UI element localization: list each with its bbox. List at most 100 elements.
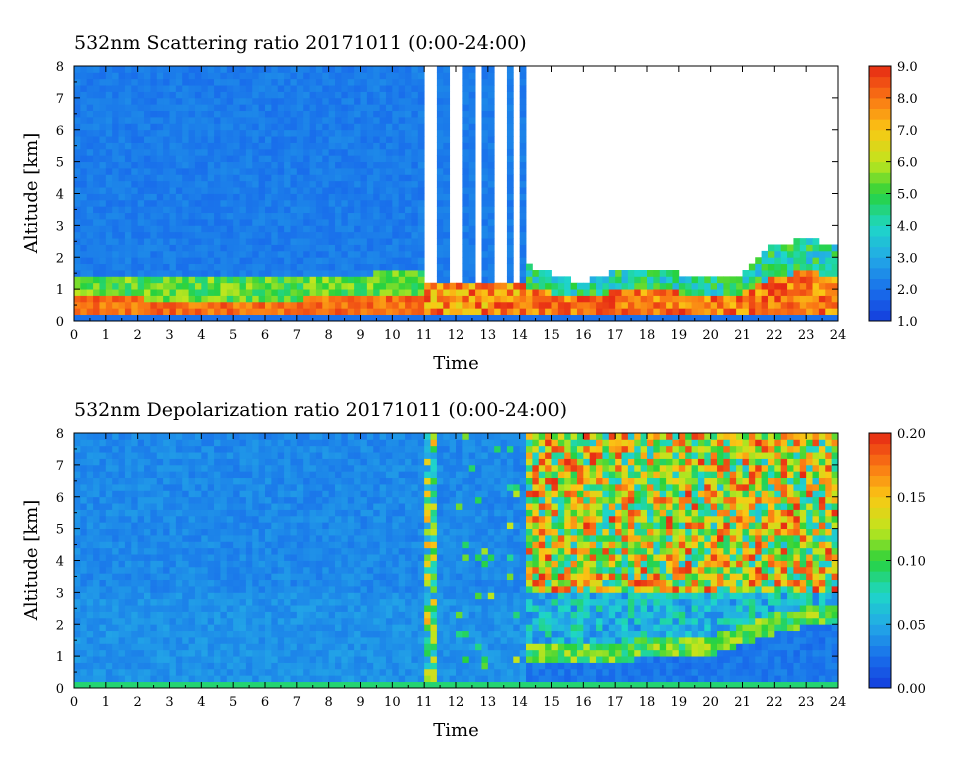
heatmap-cell bbox=[137, 282, 145, 290]
heatmap-cell bbox=[233, 496, 240, 504]
heatmap-cell bbox=[519, 244, 527, 252]
heatmap-cell bbox=[194, 193, 202, 201]
heatmap-cell bbox=[799, 282, 807, 290]
heatmap-cell bbox=[175, 270, 183, 277]
heatmap-cell bbox=[226, 231, 234, 239]
heatmap-cell bbox=[156, 630, 164, 638]
heatmap-cell bbox=[137, 541, 145, 549]
heatmap-cell bbox=[233, 643, 240, 651]
heatmap-cell bbox=[277, 611, 285, 619]
heatmap-cell bbox=[175, 282, 183, 290]
heatmap-cell bbox=[366, 123, 374, 131]
heatmap-cell bbox=[379, 289, 387, 296]
heatmap-cell bbox=[137, 263, 145, 271]
heatmap-cell bbox=[175, 180, 183, 188]
heatmap-cell bbox=[233, 78, 240, 86]
heatmap-cell bbox=[201, 656, 209, 663]
heatmap-cell bbox=[277, 656, 285, 663]
heatmap-cell bbox=[156, 301, 164, 309]
heatmap-cell bbox=[201, 91, 209, 99]
heatmap-cell bbox=[220, 464, 228, 472]
heatmap-cell bbox=[245, 445, 253, 453]
heatmap-cell bbox=[322, 433, 330, 440]
heatmap-cell bbox=[239, 123, 247, 131]
heatmap-cell bbox=[767, 295, 775, 303]
heatmap-cell bbox=[335, 104, 342, 112]
heatmap-cell bbox=[392, 244, 400, 252]
heatmap-cell bbox=[806, 289, 813, 296]
heatmap-cell bbox=[214, 643, 221, 651]
heatmap-cell bbox=[131, 199, 139, 207]
heatmap-cell bbox=[137, 250, 145, 258]
heatmap-cell bbox=[290, 611, 298, 619]
heatmap-cell bbox=[398, 174, 406, 182]
heatmap-cell bbox=[787, 301, 794, 309]
heatmap-cell bbox=[328, 547, 336, 555]
heatmap-cell bbox=[175, 129, 183, 137]
heatmap-cell bbox=[315, 522, 323, 530]
heatmap-cell bbox=[80, 148, 88, 156]
heatmap-cell bbox=[80, 85, 88, 92]
heatmap-cell bbox=[201, 282, 209, 290]
heatmap-cell bbox=[214, 161, 221, 169]
y-tick-label: 4 bbox=[56, 188, 64, 203]
heatmap-cell bbox=[239, 547, 247, 555]
heatmap-cell bbox=[105, 148, 113, 156]
heatmap-cell bbox=[245, 199, 253, 207]
heatmap-cell bbox=[214, 464, 221, 472]
heatmap-cell bbox=[570, 282, 578, 290]
heatmap-cell bbox=[258, 97, 266, 105]
heatmap-cell bbox=[379, 72, 387, 80]
heatmap-cell bbox=[150, 155, 158, 163]
heatmap-cell bbox=[207, 566, 215, 574]
heatmap-cell bbox=[335, 630, 342, 638]
heatmap-cell bbox=[80, 110, 88, 118]
scattering-ratio-title: 532nm Scattering ratio 20171011 (0:00-24… bbox=[74, 32, 527, 54]
heatmap-cell bbox=[373, 276, 380, 284]
heatmap-cell bbox=[74, 675, 81, 683]
heatmap-cell bbox=[182, 464, 189, 472]
heatmap-cell bbox=[144, 72, 151, 80]
heatmap-cell bbox=[150, 573, 158, 581]
heatmap-cell bbox=[74, 219, 81, 226]
heatmap-cell bbox=[252, 573, 260, 581]
heatmap-cell bbox=[608, 282, 616, 290]
heatmap-cell bbox=[80, 199, 88, 207]
heatmap-cell bbox=[481, 219, 489, 226]
x-tick-label: 16 bbox=[575, 328, 592, 343]
heatmap-cell bbox=[124, 66, 132, 73]
heatmap-cell bbox=[258, 314, 266, 322]
heatmap-cell bbox=[398, 238, 406, 245]
heatmap-cell bbox=[239, 174, 247, 182]
heatmap-cell bbox=[303, 174, 310, 182]
heatmap-cell bbox=[175, 155, 183, 163]
heatmap-cell bbox=[392, 263, 400, 271]
heatmap-cell bbox=[99, 547, 107, 555]
heatmap-cell bbox=[252, 104, 260, 112]
heatmap-cell bbox=[500, 308, 508, 316]
heatmap-cell bbox=[265, 496, 272, 504]
heatmap-cell bbox=[271, 515, 279, 523]
heatmap-cell bbox=[74, 592, 81, 600]
heatmap-cell bbox=[86, 452, 94, 459]
heatmap-cell bbox=[812, 276, 820, 284]
heatmap-cell bbox=[290, 681, 298, 689]
heatmap-cell bbox=[385, 212, 393, 220]
heatmap-cell bbox=[576, 289, 584, 296]
heatmap-cell bbox=[175, 617, 183, 625]
heatmap-cell bbox=[118, 522, 126, 530]
heatmap-cell bbox=[354, 598, 361, 606]
heatmap-cell bbox=[112, 586, 119, 593]
heatmap-cell bbox=[252, 314, 260, 322]
heatmap-cell bbox=[303, 605, 310, 612]
heatmap-cell bbox=[290, 592, 298, 600]
heatmap-cell bbox=[284, 301, 291, 309]
heatmap-cell bbox=[366, 148, 374, 156]
heatmap-cell bbox=[296, 464, 304, 472]
heatmap-cell bbox=[214, 535, 221, 542]
heatmap-cell bbox=[328, 250, 336, 258]
heatmap-cell bbox=[99, 174, 107, 182]
heatmap-cell bbox=[131, 155, 139, 163]
heatmap-cell bbox=[685, 276, 692, 284]
heatmap-cell bbox=[265, 509, 272, 517]
